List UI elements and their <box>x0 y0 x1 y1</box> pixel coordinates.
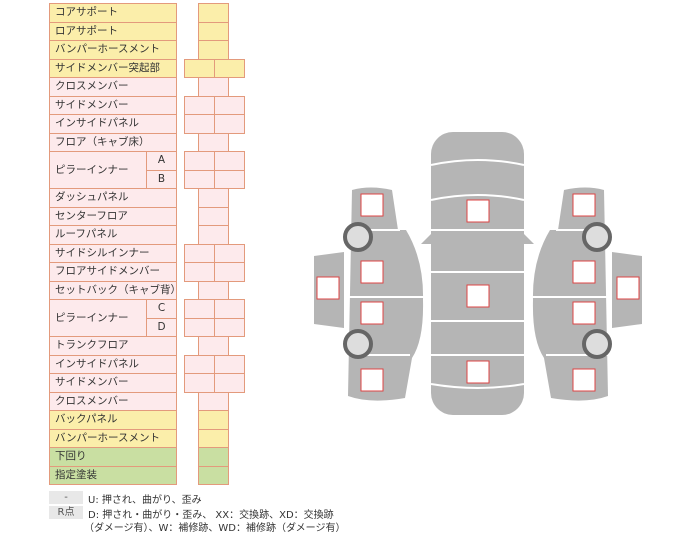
wing-left <box>421 234 431 244</box>
entry-cell[interactable] <box>214 373 245 393</box>
marker-box[interactable] <box>616 276 640 300</box>
row-label: インサイドパネル <box>49 114 177 134</box>
row-label: サイドメンバー突起部 <box>49 58 177 78</box>
car-body-top <box>431 132 524 415</box>
marker-box[interactable] <box>572 260 596 284</box>
pillar-sub-label: A <box>146 151 177 171</box>
marker-box[interactable] <box>572 301 596 325</box>
legend-key-r: R点 <box>49 506 83 519</box>
row-label: 指定塗装 <box>49 465 177 485</box>
marker-box[interactable] <box>316 276 340 300</box>
row-label: フロア（キャブ床） <box>49 132 177 152</box>
row-label: クロスメンバー <box>49 391 177 411</box>
wheel-icon <box>582 329 612 359</box>
marker-box[interactable] <box>572 368 596 392</box>
marker-box[interactable] <box>360 260 384 284</box>
legend-key-dash: - <box>49 491 83 504</box>
car-left-side <box>348 187 424 401</box>
legend-text-1: U: 押され、曲がり、歪み <box>88 495 202 506</box>
row-label: ピラーインナー <box>49 151 147 189</box>
marker-box[interactable] <box>466 360 490 384</box>
marker-box[interactable] <box>360 301 384 325</box>
legend-text-3: （ダメージ有）、W：補修跡、WD：補修跡（ダメージ有） <box>84 523 346 534</box>
wheel-icon <box>343 329 373 359</box>
row-label: フロアサイドメンバー <box>49 262 177 282</box>
wing-right <box>524 234 534 244</box>
row-label: バンパーホースメント <box>49 428 177 448</box>
row-label: サイドメンバー <box>49 95 177 115</box>
row-label: バックパネル <box>49 410 177 430</box>
marker-box[interactable] <box>572 193 596 217</box>
entry-cell[interactable] <box>214 114 245 134</box>
row-label: センターフロア <box>49 206 177 226</box>
legend-text-2: D: 押され・曲がり・歪み、 XX：交換跡、XD：交換跡 <box>88 510 334 521</box>
car-right-side <box>532 187 608 401</box>
marker-box[interactable] <box>466 284 490 308</box>
row-label: バンパーホースメント <box>49 40 177 60</box>
entry-cell[interactable] <box>214 262 245 282</box>
wheel-icon <box>343 222 373 252</box>
row-label: サイドシルインナー <box>49 243 177 263</box>
row-label: ピラーインナー <box>49 299 147 337</box>
entry-cell[interactable] <box>214 317 245 337</box>
entry-cell[interactable] <box>214 58 245 78</box>
row-label: クロスメンバー <box>49 77 177 97</box>
wheel-icon <box>582 222 612 252</box>
entry-cell[interactable] <box>198 465 229 485</box>
marker-box[interactable] <box>360 368 384 392</box>
entry-cell[interactable] <box>214 169 245 189</box>
marker-box[interactable] <box>466 199 490 223</box>
pillar-sub-label: C <box>146 299 177 319</box>
marker-box[interactable] <box>360 193 384 217</box>
